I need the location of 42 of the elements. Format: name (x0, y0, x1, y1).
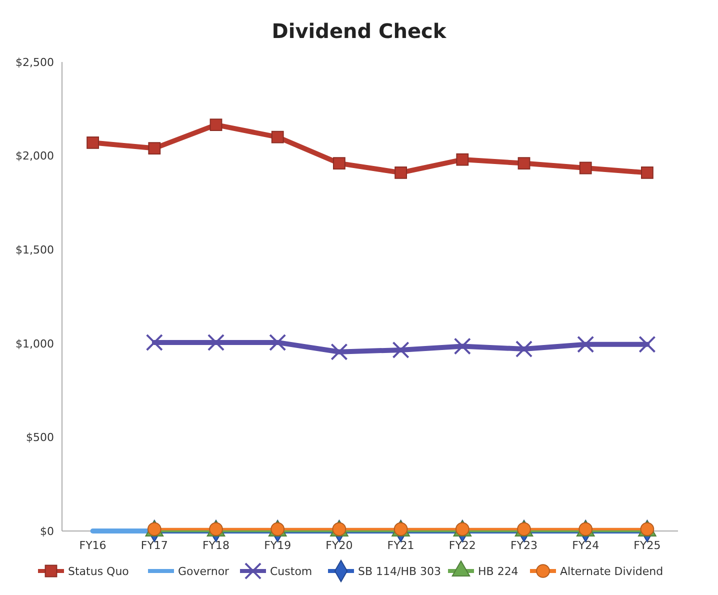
y-tick-label: $2,500 (16, 56, 54, 69)
point (392, 341, 410, 359)
point (330, 343, 348, 360)
x-tick-label: FY23 (510, 539, 538, 552)
x-tick-label: FY22 (448, 539, 476, 552)
point (456, 153, 469, 166)
point (515, 340, 533, 358)
legend-label: HB 224 (478, 564, 518, 578)
x-tick-label: FY18 (202, 539, 230, 552)
y-tick-label: $1,500 (16, 243, 54, 256)
x-tick-label: FY17 (140, 539, 168, 552)
legend-label: SB 114/HB 303 (358, 564, 442, 578)
point (148, 142, 161, 154)
legend-label: Governor (178, 564, 230, 578)
point (269, 334, 286, 351)
x-tick-label: FY19 (264, 539, 292, 552)
point (86, 136, 99, 149)
x-tick-label: FY21 (387, 539, 414, 552)
point (579, 162, 592, 174)
point (271, 130, 284, 144)
x-tick-label: FY25 (634, 539, 661, 552)
point (210, 118, 222, 132)
point (577, 336, 594, 353)
point (333, 157, 346, 170)
point (146, 334, 163, 351)
point (207, 334, 225, 351)
legend-label: Alternate Dividend (560, 564, 664, 578)
point (641, 166, 654, 179)
x-tick-label: FY16 (79, 539, 106, 552)
y-tick-label: $2,000 (16, 150, 54, 163)
point (394, 166, 407, 179)
point (638, 336, 656, 353)
y-tick-label: $1,000 (16, 337, 54, 350)
x-tick-label: FY24 (572, 539, 600, 552)
y-tick-label: $500 (26, 431, 54, 444)
y-tick-label: $0 (40, 524, 54, 538)
legend-label: Status Quo (68, 564, 130, 578)
point (518, 157, 530, 170)
x-tick-label: FY20 (326, 539, 353, 552)
point (454, 338, 471, 355)
legend-label: Custom (270, 564, 312, 578)
chart-title: Dividend Check (272, 19, 447, 43)
